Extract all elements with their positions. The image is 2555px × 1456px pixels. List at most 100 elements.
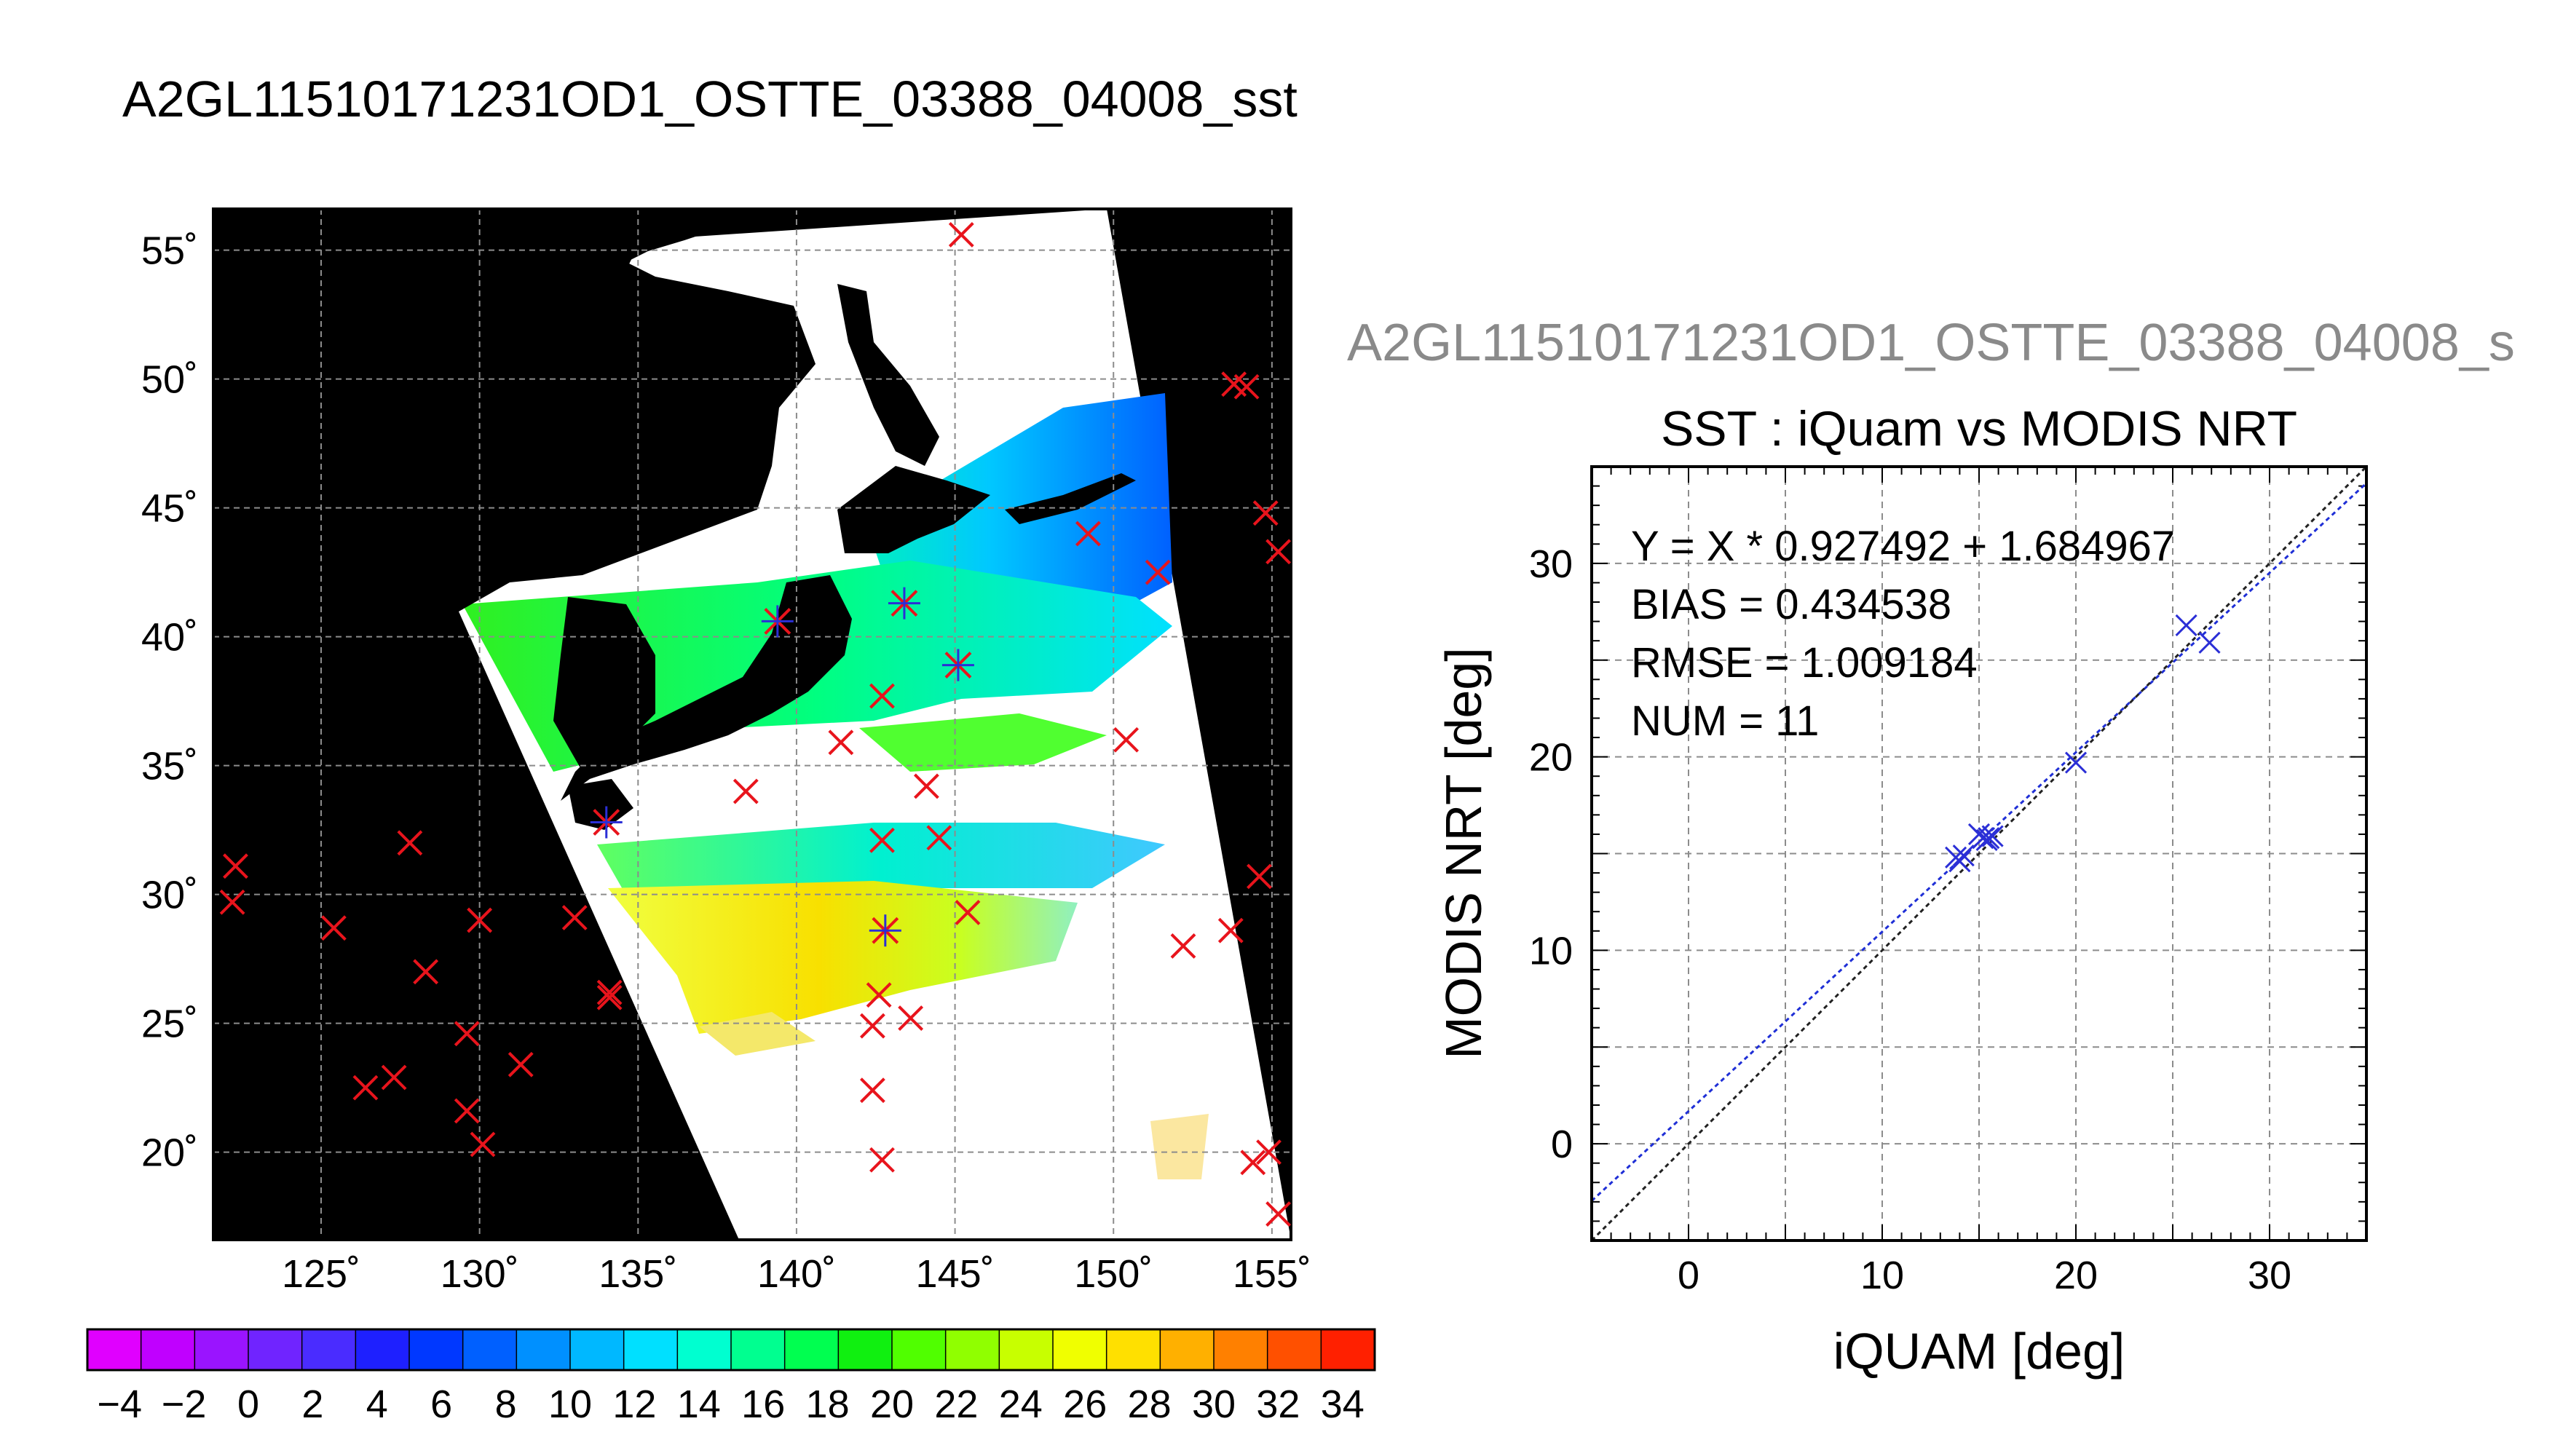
in-situ-marker: [869, 827, 895, 853]
colorbar-cell: [248, 1329, 303, 1370]
colorbar-tick-labels: −4 −2 0 2 4 6 8 10 12 14 16 18 20 22 24 26 28 30 32 34: [97, 1382, 1364, 1426]
scatter-point: [1952, 844, 1975, 867]
colorbar-cell: [462, 1329, 517, 1370]
scatter-gridlines: [1592, 467, 2366, 1241]
scatter-panel: SST : iQuam vs MODIS NRT 0 10 20 30 0 10 20 30…: [1435, 401, 2368, 1380]
in-situ-marker: [470, 1131, 496, 1158]
colorbar-cell: [838, 1329, 893, 1370]
in-situ-marker: [1170, 933, 1196, 959]
scatter-y-label: MODIS NRT [deg]: [1435, 647, 1492, 1059]
one-to-one-line: [1592, 467, 2366, 1241]
map-frame: [212, 207, 1292, 1241]
colorbar-tick-label: 6: [430, 1382, 452, 1426]
land-eurasia: [213, 209, 816, 612]
colorbar-tick-label: 28: [1128, 1382, 1172, 1426]
land-hokkaido: [837, 466, 990, 553]
in-situ-marker: [561, 905, 588, 930]
colorbar-cell: [141, 1329, 195, 1370]
colorbar-frame: [86, 1328, 1376, 1372]
map-title: A2GL11510171231OD1_OSTTE_03388_04008_sst: [122, 71, 1298, 127]
scatter-frame: [1590, 465, 2368, 1242]
in-situ-markers: [219, 221, 1292, 1227]
scatter-y-tick-label: 0: [1551, 1123, 1573, 1166]
map-x-tick-label: 130˚: [441, 1252, 519, 1296]
in-situ-marker: [859, 1013, 885, 1039]
colorbar-cell: [194, 1329, 249, 1370]
scatter-y-tick-label: 30: [1529, 542, 1573, 586]
sst-band-kuroshio: [859, 713, 1107, 772]
map-x-tick-label: 145˚: [916, 1252, 995, 1296]
sst-band-patch-se: [1150, 1114, 1209, 1179]
scatter-subtitle: A2GL11510171231OD1_OSTTE_03388_04008_s: [1347, 314, 2515, 372]
map-y-tick-label: 35˚: [141, 745, 198, 788]
map-y-tick-label: 20˚: [141, 1131, 198, 1175]
colorbar-cell: [784, 1329, 839, 1370]
map-x-tick-label: 125˚: [282, 1252, 360, 1296]
colorbar-tick-label: 20: [870, 1382, 914, 1426]
map-x-tick-label: 155˚: [1233, 1252, 1311, 1296]
colorbar-tick-label: −4: [97, 1382, 142, 1426]
map-y-tick-label: 55˚: [141, 229, 198, 273]
in-situ-marker: [596, 979, 623, 1005]
in-situ-marker: [1240, 1150, 1266, 1176]
colorbar-cell: [355, 1329, 410, 1370]
annotation-num: NUM = 11: [1631, 697, 1819, 745]
colorbar-tick-label: 18: [806, 1382, 850, 1426]
in-situ-marker: [859, 1077, 885, 1104]
in-situ-marker: [1265, 539, 1292, 565]
colorbar-cell: [892, 1329, 947, 1370]
in-situ-marker: [1256, 1139, 1282, 1166]
map-y-tick-label: 25˚: [141, 1002, 198, 1046]
colorbar-tick-label: 0: [237, 1382, 259, 1426]
annotation-bias: BIAS = 0.434538: [1631, 581, 1951, 628]
stats-annotations: Y = X * 0.927492 + 1.684967 BIAS = 0.434…: [1631, 523, 2175, 745]
map-gridlines: [213, 209, 1291, 1240]
colorbar-tick-label: 10: [548, 1382, 592, 1426]
scatter-x-label: iQUAM [deg]: [1833, 1323, 2125, 1380]
colorbar-cell: [677, 1329, 732, 1370]
colorbar-cell: [945, 1329, 1000, 1370]
in-situ-marker: [413, 959, 439, 985]
map-x-tick-label: 135˚: [599, 1252, 677, 1296]
matchup-marker: [941, 649, 974, 681]
map-x-tick-labels: 125˚ 130˚ 135˚ 140˚ 145˚ 150˚ 155˚: [282, 1252, 1311, 1296]
map-panel: 125˚ 130˚ 135˚ 140˚ 145˚ 150˚ 155˚ 55˚ 50˚ 45˚ 40…: [141, 207, 1311, 1296]
in-situ-marker: [913, 773, 939, 799]
colorbar-cell: [1160, 1329, 1215, 1370]
scatter-point: [1981, 825, 2004, 847]
in-situ-marker: [596, 984, 623, 1010]
scatter-y-tick-labels: 0 10 20 30: [1529, 542, 1573, 1166]
colorbar-cells: [87, 1329, 1375, 1370]
colorbar-cell: [1106, 1329, 1161, 1370]
in-situ-marker: [869, 683, 895, 709]
colorbar-cell: [731, 1329, 786, 1370]
scatter-point: [1972, 827, 1994, 850]
in-situ-marker: [1075, 521, 1101, 547]
scatter-point: [1978, 827, 2000, 850]
in-situ-marker: [508, 1051, 534, 1077]
colorbar-tick-label: 22: [934, 1382, 978, 1426]
in-situ-marker: [955, 900, 981, 925]
map-y-tick-label: 40˚: [141, 616, 198, 660]
in-situ-marker: [1113, 727, 1140, 753]
map-x-tick-label: 150˚: [1074, 1252, 1153, 1296]
in-situ-marker: [1247, 863, 1272, 890]
land-honshu: [561, 575, 852, 801]
in-situ-marker: [866, 982, 892, 1008]
colorbar-tick-label: 32: [1256, 1382, 1300, 1426]
in-situ-marker: [454, 1098, 480, 1124]
colorbar-tick-label: 16: [741, 1382, 785, 1426]
scatter-point: [2198, 631, 2221, 654]
colorbar-tick-label: 26: [1063, 1382, 1107, 1426]
colorbar-tick-label: 34: [1321, 1382, 1365, 1426]
in-situ-marker: [381, 1064, 407, 1091]
sst-band-stripe: [597, 823, 1165, 895]
map-y-tick-label: 30˚: [141, 874, 198, 917]
map-y-tick-labels: 55˚ 50˚ 45˚ 40˚ 35˚ 30˚ 25˚ 20˚: [141, 229, 198, 1175]
scatter-x-tick-label: 10: [1860, 1254, 1904, 1297]
scatter-title: SST : iQuam vs MODIS NRT: [1661, 401, 2297, 456]
in-situ-marker: [320, 915, 347, 941]
colorbar-cell: [516, 1329, 571, 1370]
scatter-points: [1945, 614, 2221, 873]
matchup-marker: [888, 587, 920, 620]
